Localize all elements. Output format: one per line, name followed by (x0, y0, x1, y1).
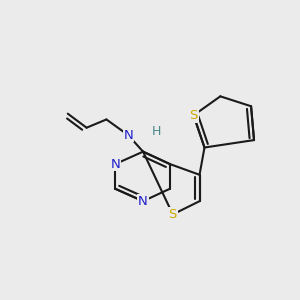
Text: H: H (152, 125, 162, 138)
Text: S: S (169, 208, 177, 221)
Text: N: N (138, 195, 148, 208)
Text: N: N (123, 129, 133, 142)
Text: N: N (110, 158, 120, 170)
Text: S: S (189, 109, 198, 122)
